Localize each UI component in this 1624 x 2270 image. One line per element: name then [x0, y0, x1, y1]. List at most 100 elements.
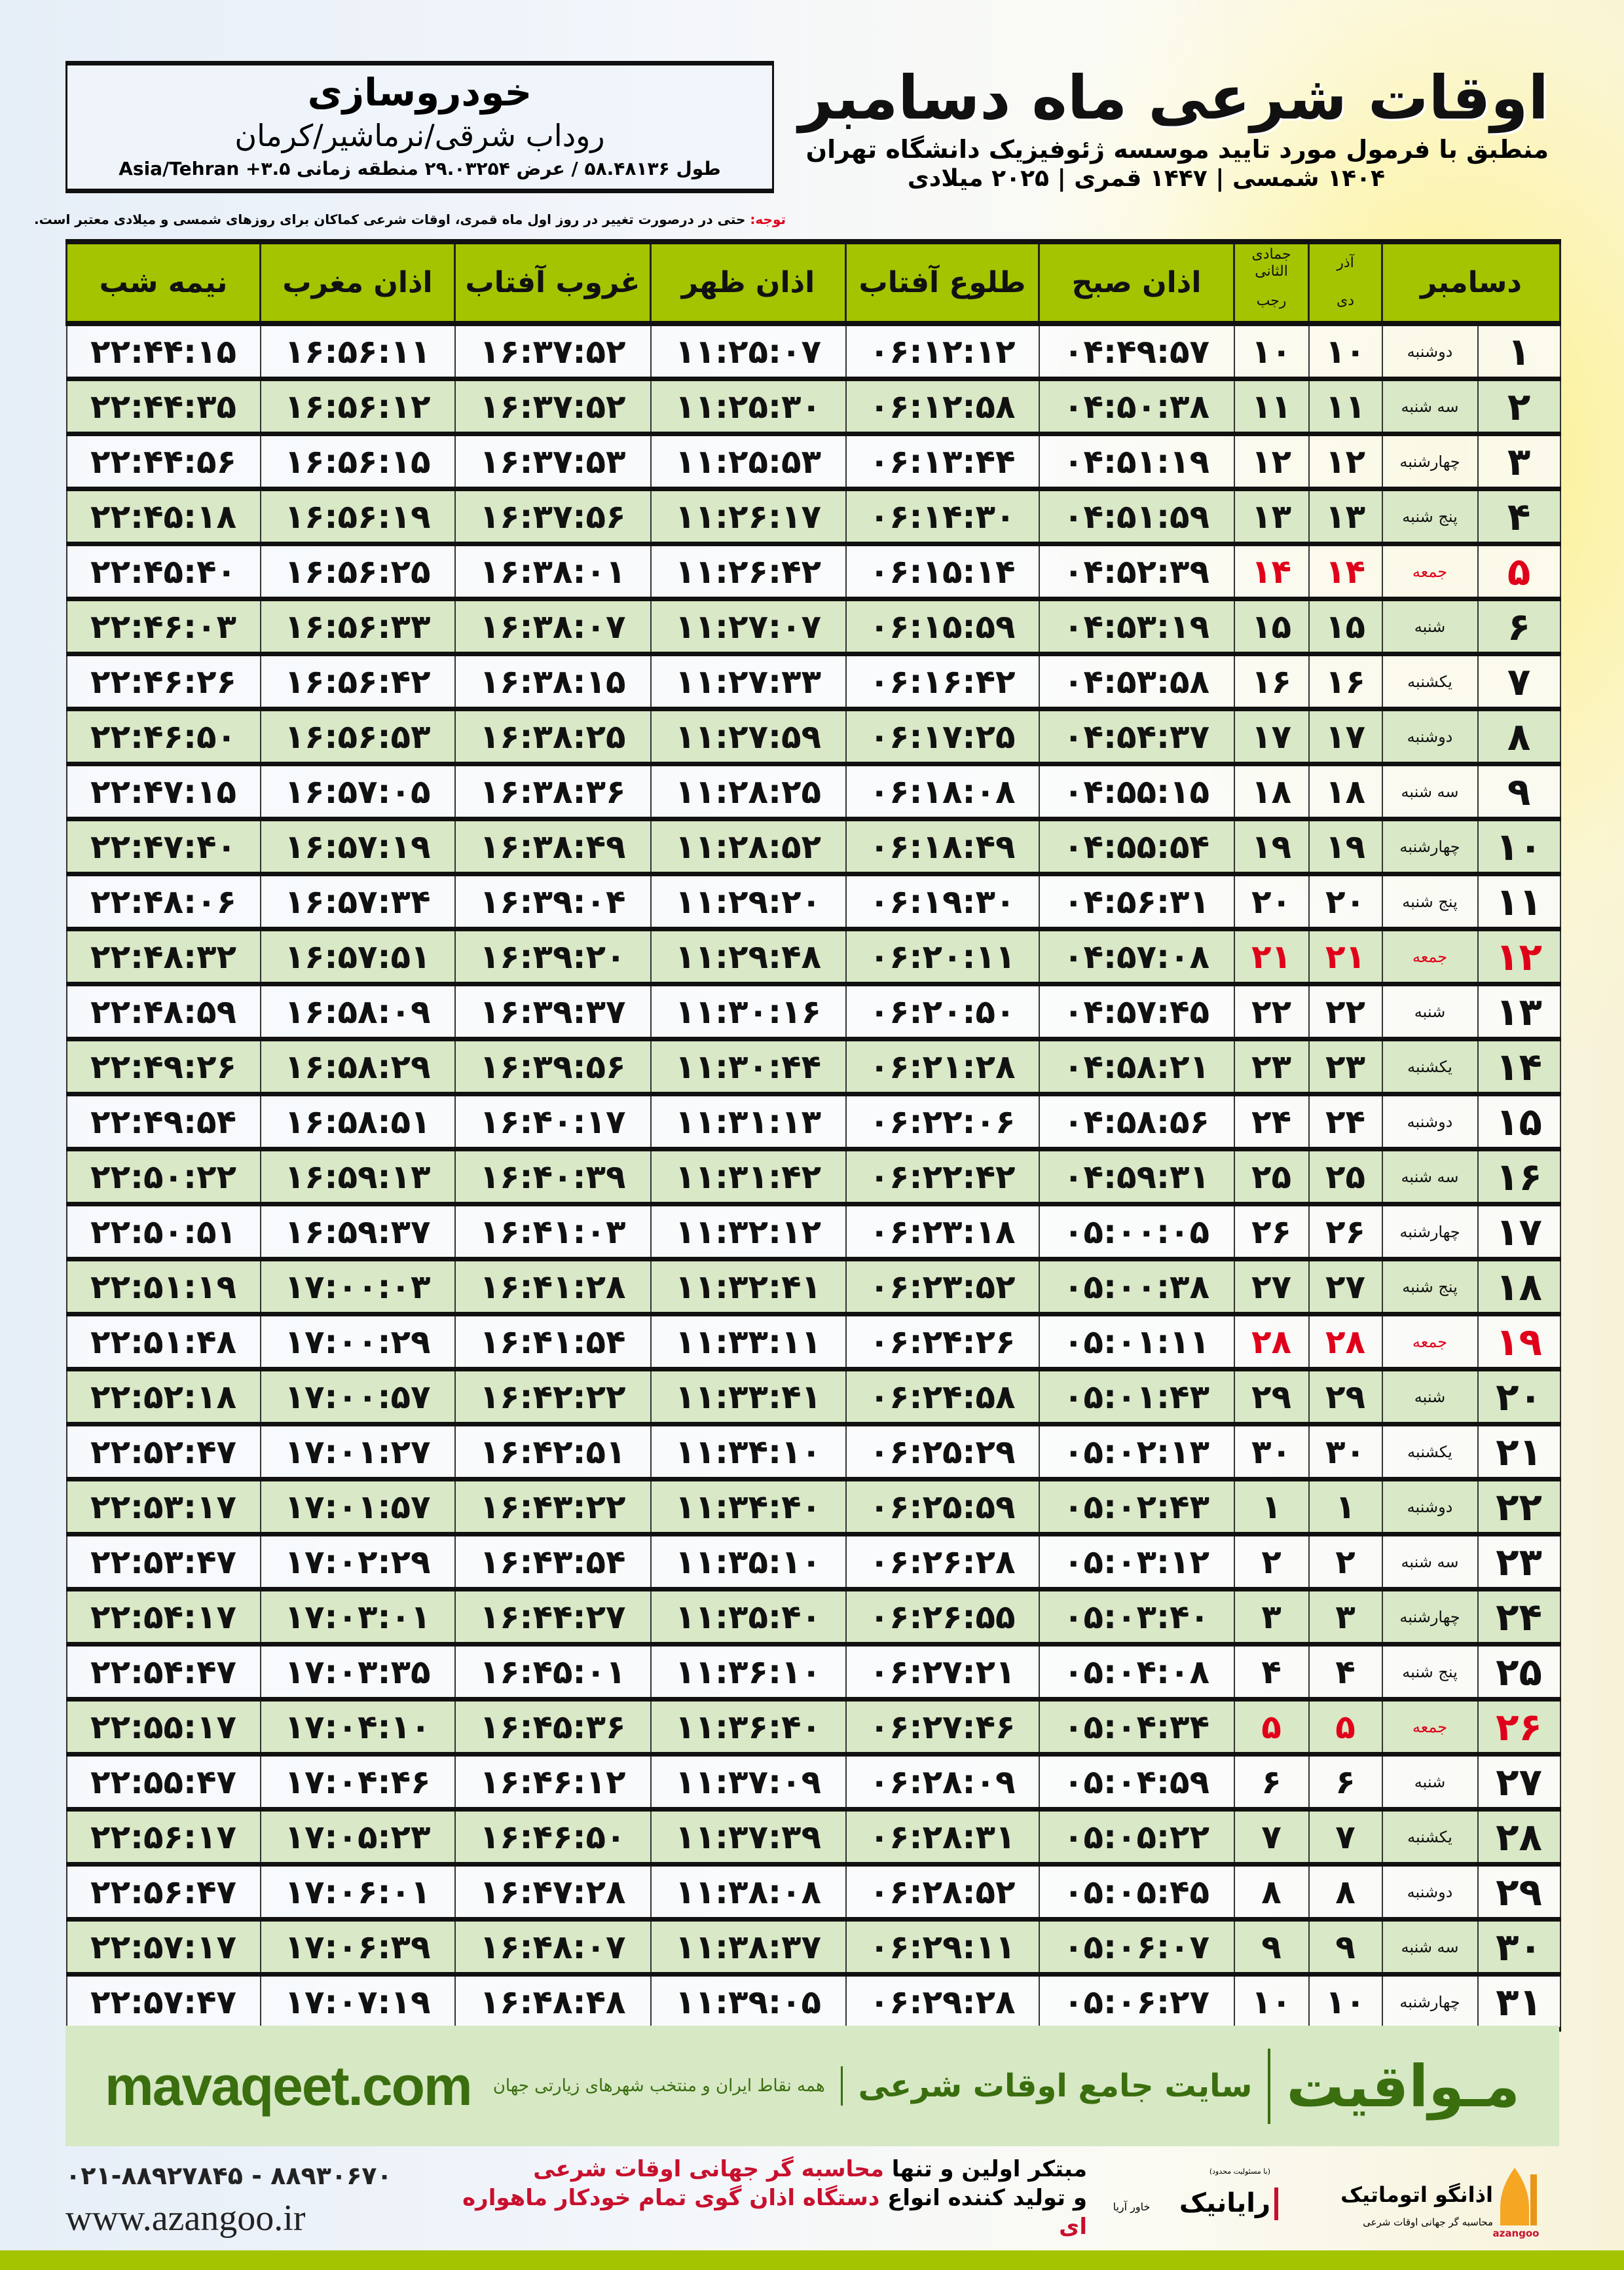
rayanik-accent [1274, 2187, 1278, 2220]
cell-sunset: ۱۶:۳۷:۵۲ [454, 379, 652, 434]
banner-url-link[interactable]: mavaqeet.com [105, 2055, 473, 2117]
cell-midnight: ۲۲:۵۲:۱۸ [65, 1369, 261, 1424]
notice-text: حتی در درصورت تغییر در روز اول ماه قمری،… [34, 212, 750, 227]
cell-hijri: ۳ [1233, 1589, 1310, 1645]
cell-fajr: ۰۵:۰۳:۱۲ [1038, 1534, 1235, 1590]
table-row: ۱۴ یکشنبه ۲۳ ۲۳ ۰۴:۵۸:۲۱ ۰۶:۲۱:۲۸ ۱۱:۳۰:۴۴ ۱۶:۳… [65, 1039, 1561, 1094]
phone-numbers: ۰۲۱-۸۸۹۲۷۸۴۵ - ۸۸۹۳۰۶۷۰ [65, 2161, 392, 2190]
banner-coverage: همه نقاط ایران و منتخب شهرهای زیارتی جها… [492, 2076, 825, 2096]
table-row: ۲۳ سه شنبه ۲ ۲ ۰۵:۰۳:۱۲ ۰۶:۲۶:۲۸ ۱۱:۳۵:۱۰ ۱۶:۴۳… [65, 1534, 1561, 1590]
cell-midnight: ۲۲:۵۵:۴۷ [65, 1754, 261, 1810]
cell-hijri: ۱۲ [1233, 434, 1310, 489]
cell-fajr: ۰۴:۵۵:۱۵ [1038, 764, 1235, 819]
banner-brand-group: مـواقیت سایت جامع اوقات شرعی همه نقاط ای… [489, 2048, 1520, 2124]
cell-dhuhr: ۱۱:۳۱:۱۳ [650, 1094, 847, 1149]
cell-weekday: یکشنبه [1381, 1424, 1479, 1479]
cell-midnight: ۲۲:۴۹:۲۶ [65, 1039, 261, 1094]
cell-maghrib: ۱۶:۵۶:۲۵ [259, 544, 456, 599]
cell-maghrib: ۱۶:۵۶:۱۹ [259, 489, 456, 544]
cell-fajr: ۰۴:۵۷:۰۸ [1038, 929, 1235, 984]
cell-sunset: ۱۶:۴۸:۰۷ [454, 1919, 652, 1975]
cell-maghrib: ۱۶:۵۶:۱۵ [259, 434, 456, 489]
hijri-month-next: رجب [1256, 293, 1287, 309]
cell-maghrib: ۱۶:۵۹:۱۳ [259, 1149, 456, 1204]
cell-sunset: ۱۶:۳۹:۰۴ [454, 874, 652, 929]
cell-dhuhr: ۱۱:۲۸:۲۵ [650, 764, 847, 819]
cell-shamsi: ۱۰ [1308, 324, 1383, 379]
cell-midnight: ۲۲:۴۴:۵۶ [65, 434, 261, 489]
cell-day: ۲۰ [1477, 1369, 1561, 1424]
cell-sunrise: ۰۶:۱۳:۴۴ [845, 434, 1040, 489]
table-row: ۵ جمعه ۱۴ ۱۴ ۰۴:۵۲:۳۹ ۰۶:۱۵:۱۴ ۱۱:۲۶:۴۲ ۱۶:۳۸:۰… [65, 544, 1561, 599]
cell-midnight: ۲۲:۵۰:۵۱ [65, 1204, 261, 1259]
cell-fajr: ۰۴:۵۳:۵۸ [1038, 654, 1235, 709]
cell-maghrib: ۱۶:۵۶:۱۱ [259, 324, 456, 379]
cell-dhuhr: ۱۱:۳۵:۴۰ [650, 1589, 847, 1645]
cell-maghrib: ۱۷:۰۴:۴۶ [259, 1754, 456, 1810]
table-row: ۱۸ پنج شنبه ۲۷ ۲۷ ۰۵:۰۰:۳۸ ۰۶:۲۳:۵۲ ۱۱:۳۲:۴۱ ۱۶… [65, 1259, 1561, 1314]
col-month: دسامبر [1380, 242, 1562, 324]
cell-dhuhr: ۱۱:۳۲:۴۱ [650, 1259, 847, 1314]
cell-midnight: ۲۲:۵۱:۴۸ [65, 1314, 261, 1369]
cell-fajr: ۰۴:۵۵:۵۴ [1038, 819, 1235, 874]
cell-sunset: ۱۶:۳۹:۲۰ [454, 929, 652, 984]
minaret-tower [1530, 2174, 1537, 2225]
shamsi-month-start: آذر [1337, 255, 1354, 271]
cell-midnight: ۲۲:۵۳:۱۷ [65, 1479, 261, 1535]
cell-maghrib: ۱۶:۵۷:۳۴ [259, 874, 456, 929]
cell-maghrib: ۱۷:۰۲:۲۹ [259, 1534, 456, 1590]
cell-day: ۲۵ [1477, 1644, 1561, 1700]
cell-sunrise: ۰۶:۱۹:۳۰ [845, 874, 1040, 929]
cell-midnight: ۲۲:۴۶:۵۰ [65, 709, 261, 764]
cell-maghrib: ۱۶:۵۷:۵۱ [259, 929, 456, 984]
table-row: ۱۱ پنج شنبه ۲۰ ۲۰ ۰۴:۵۶:۳۱ ۰۶:۱۹:۳۰ ۱۱:۲۹:۲۰ ۱۶… [65, 874, 1561, 929]
cell-midnight: ۲۲:۵۶:۱۷ [65, 1809, 261, 1865]
cell-fajr: ۰۵:۰۲:۱۳ [1038, 1424, 1235, 1479]
cell-midnight: ۲۲:۵۷:۴۷ [65, 1974, 261, 2030]
shamsi-month-next: دی [1336, 293, 1355, 309]
cell-day: ۶ [1477, 599, 1561, 654]
col-sunset: غروب آفتاب [454, 242, 652, 324]
table-row: ۱۷ چهارشنبه ۲۶ ۲۶ ۰۵:۰۰:۰۵ ۰۶:۲۳:۱۸ ۱۱:۳۲:۱۲ ۱۶… [65, 1204, 1561, 1259]
cell-maghrib: ۱۷:۰۴:۱۰ [259, 1699, 456, 1755]
cell-hijri: ۱۳ [1233, 489, 1310, 544]
cell-fajr: ۰۴:۴۹:۵۷ [1038, 324, 1235, 379]
cell-shamsi: ۲۸ [1308, 1314, 1383, 1369]
cell-dhuhr: ۱۱:۳۳:۱۱ [650, 1314, 847, 1369]
azangoo-logo: اذانگو اتوماتیک محاسبه گر جهانی اوقات شر… [1340, 2168, 1540, 2239]
cell-sunset: ۱۶:۴۲:۵۱ [454, 1424, 652, 1479]
cell-fajr: ۰۵:۰۴:۳۴ [1038, 1699, 1235, 1755]
col-hijri: جمادی الثانی رجب [1233, 242, 1310, 324]
cell-dhuhr: ۱۱:۲۹:۲۰ [650, 874, 847, 929]
rayanik-note: (با مسئولیت محدود) [1209, 2167, 1270, 2176]
azangoo-url-link[interactable]: www.azangoo.ir [65, 2198, 306, 2239]
cell-weekday: دوشنبه [1381, 1479, 1479, 1535]
table-row: ۱۰ چهارشنبه ۱۹ ۱۹ ۰۴:۵۵:۵۴ ۰۶:۱۸:۴۹ ۱۱:۲۸:۵۲ ۱۶… [65, 819, 1561, 874]
cell-sunrise: ۰۶:۲۷:۲۱ [845, 1644, 1040, 1700]
cell-fajr: ۰۵:۰۰:۰۵ [1038, 1204, 1235, 1259]
rayanik-logo: (با مسئولیت محدود) رایانیک خاور آریا [1113, 2167, 1278, 2220]
cell-maghrib: ۱۶:۵۶:۳۳ [259, 599, 456, 654]
cell-hijri: ۳۰ [1233, 1424, 1310, 1479]
cell-sunrise: ۰۶:۲۶:۵۵ [845, 1589, 1040, 1645]
cell-dhuhr: ۱۱:۳۷:۳۹ [650, 1809, 847, 1865]
cell-day: ۵ [1477, 544, 1561, 599]
cell-sunrise: ۰۶:۱۴:۳۰ [845, 489, 1040, 544]
cell-shamsi: ۱۷ [1308, 709, 1383, 764]
cell-fajr: ۰۵:۰۵:۴۵ [1038, 1864, 1235, 1920]
cell-fajr: ۰۵:۰۱:۴۳ [1038, 1369, 1235, 1424]
cell-sunrise: ۰۶:۲۳:۵۲ [845, 1259, 1040, 1314]
col-maghrib: اذان مغرب [259, 242, 456, 324]
hijri-month-start: جمادی الثانی [1251, 246, 1291, 280]
cell-dhuhr: ۱۱:۳۲:۱۲ [650, 1204, 847, 1259]
cell-shamsi: ۲۲ [1308, 984, 1383, 1039]
table-row: ۴ پنج شنبه ۱۳ ۱۳ ۰۴:۵۱:۵۹ ۰۶:۱۴:۳۰ ۱۱:۲۶:۱۷ ۱۶:… [65, 489, 1561, 544]
cell-day: ۱۹ [1477, 1314, 1561, 1369]
cell-hijri: ۲۰ [1233, 874, 1310, 929]
cell-hijri: ۶ [1233, 1754, 1310, 1810]
cell-sunrise: ۰۶:۱۷:۲۵ [845, 709, 1040, 764]
cell-shamsi: ۲ [1308, 1534, 1383, 1590]
cell-fajr: ۰۵:۰۴:۰۸ [1038, 1644, 1235, 1700]
col-shamsi: آذر دی [1308, 242, 1383, 324]
cell-day: ۲۷ [1477, 1754, 1561, 1810]
